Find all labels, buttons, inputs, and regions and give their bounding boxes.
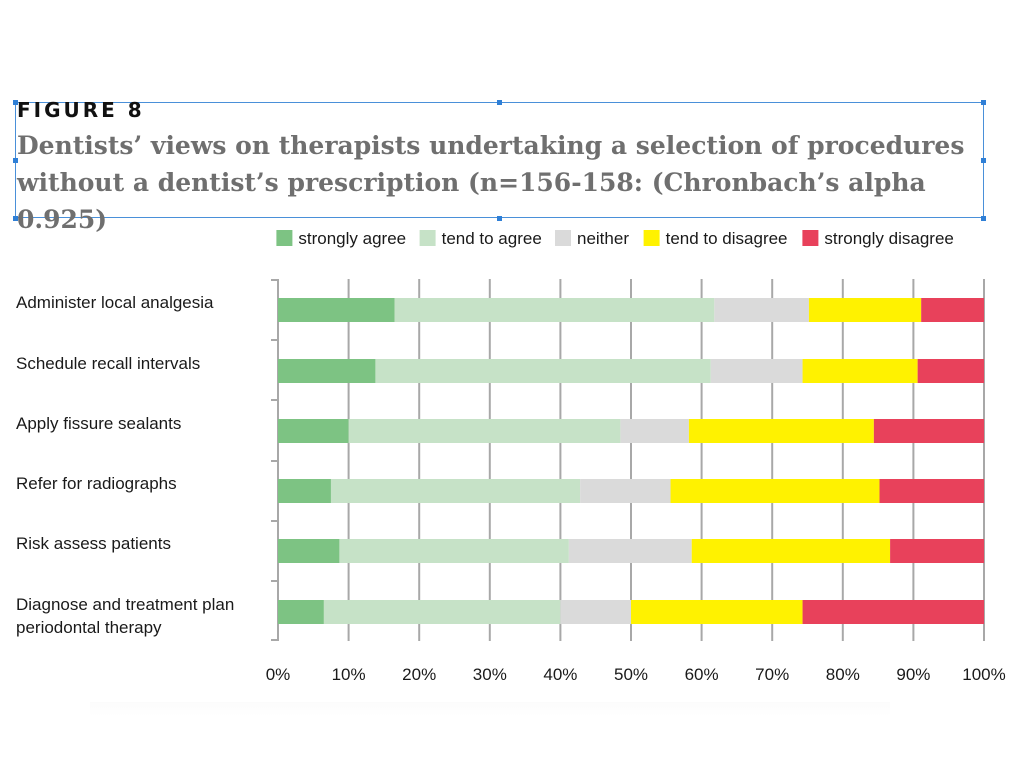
bar-segment (802, 600, 984, 624)
bar-segment (802, 359, 918, 383)
bar-segment (278, 600, 324, 624)
x-tick-label: 70% (755, 665, 789, 684)
resize-handle-bottom-middle[interactable] (497, 216, 502, 221)
bar-segment (330, 479, 581, 503)
x-tick-label: 30% (473, 665, 507, 684)
resize-handle-bottom-left[interactable] (13, 216, 18, 221)
bar-segment (560, 600, 631, 624)
x-tick-label: 60% (685, 665, 719, 684)
bar-segment (808, 298, 922, 322)
bar-segment (879, 479, 984, 503)
legend-swatch (555, 230, 571, 246)
bar-segment (873, 419, 984, 443)
legend-swatch (802, 230, 819, 246)
bar-segment (710, 359, 803, 383)
category-label: Apply fissure sealants (16, 414, 181, 433)
resize-handle-middle-left[interactable] (13, 158, 18, 163)
figure-title: Dentists’ views on therapists undertakin… (17, 131, 965, 234)
bar-segment (691, 539, 891, 563)
legend-label: strongly disagree (824, 229, 953, 248)
bar-segment (348, 419, 621, 443)
resize-handle-top-left[interactable] (13, 100, 18, 105)
category-label: Schedule recall intervals (16, 354, 200, 373)
x-tick-label: 90% (896, 665, 930, 684)
bar-segment (580, 479, 671, 503)
resize-handle-middle-right[interactable] (981, 158, 986, 163)
bar-segment (631, 600, 803, 624)
resize-handle-top-middle[interactable] (497, 100, 502, 105)
x-tick-label: 80% (826, 665, 860, 684)
bar-segment (339, 539, 569, 563)
bottom-shadow (90, 702, 890, 716)
x-tick-label: 100% (962, 665, 1005, 684)
bar-segment (620, 419, 689, 443)
category-label: Risk assess patients (16, 534, 171, 553)
category-label: Administer local analgesia (16, 293, 214, 312)
legend-swatch (419, 230, 436, 246)
x-tick-label: 40% (543, 665, 577, 684)
legend-label: tend to agree (442, 229, 542, 248)
bar-segment (688, 419, 874, 443)
bar-segment (568, 539, 692, 563)
x-tick-label: 10% (332, 665, 366, 684)
category-label: Refer for radiographs (16, 474, 177, 493)
legend-label: tend to disagree (666, 229, 788, 248)
bar-segment (323, 600, 561, 624)
bar-segment (394, 298, 715, 322)
bar-segment (278, 479, 331, 503)
bar-segment (375, 359, 711, 383)
bar-segment (714, 298, 809, 322)
x-tick-label: 20% (402, 665, 436, 684)
legend-label: neither (577, 229, 629, 248)
bar-segment (278, 298, 395, 322)
bar-segment (890, 539, 984, 563)
bar-segment (278, 419, 349, 443)
resize-handle-bottom-right[interactable] (981, 216, 986, 221)
bar-segment (278, 539, 340, 563)
x-tick-label: 50% (614, 665, 648, 684)
bar-segment (917, 359, 984, 383)
legend-label: strongly agree (298, 229, 406, 248)
legend-swatch (276, 230, 293, 246)
figure-number: FIGURE 8 (17, 98, 145, 122)
bar-segment (670, 479, 880, 503)
x-tick-label: 0% (266, 665, 291, 684)
category-label: Diagnose and treatment plan periodontal t… (16, 595, 234, 637)
bar-segment (278, 359, 376, 383)
legend-swatch (643, 230, 660, 246)
bar-segment (921, 298, 984, 322)
resize-handle-top-right[interactable] (981, 100, 986, 105)
